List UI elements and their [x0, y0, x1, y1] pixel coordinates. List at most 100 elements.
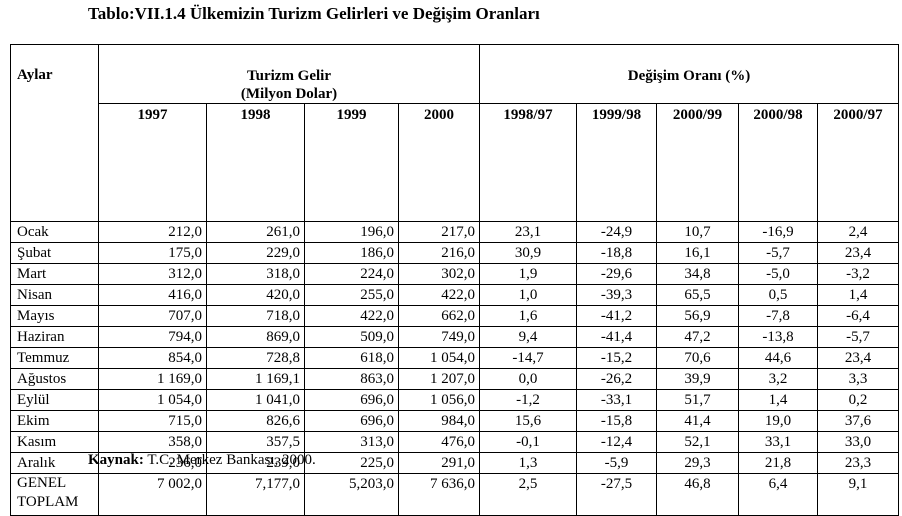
revenue-cell: 313,0	[304, 431, 399, 453]
table-row: Haziran 794,0 869,0 509,0 749,0 9,4 -41,4 47,2-…	[10, 326, 899, 348]
table-row: Ekim 715,0 826,6 696,0 984,0 15,6 -15,8 41,4 19,…	[10, 410, 899, 432]
change-cell: -16,9	[738, 221, 818, 243]
month-cell: Ekim	[10, 410, 99, 432]
revenue-cell: 662,0	[398, 305, 480, 327]
month-cell: Nisan	[10, 284, 99, 306]
change-cell: -33,1	[576, 389, 657, 411]
revenue-cell: 196,0	[304, 221, 399, 243]
change-cell: 1,3	[479, 452, 577, 474]
table-row: Şubat 175,0 229,0 186,0 216,0 30,9 -18,8 16,1 -5…	[10, 242, 899, 264]
change-cell: -14,7	[479, 347, 577, 369]
change-cell: 23,1	[479, 221, 577, 243]
revenue-cell: 728,8	[206, 347, 305, 369]
revenue-cell: 302,0	[398, 263, 480, 285]
change-cell: -29,6	[576, 263, 657, 285]
table-body: Ocak 212,0 261,0 196,0 217,0 23,1 -24,9 10,7 -16…	[10, 221, 899, 516]
table-row: Aralık 236,0 239,0 225,0 291,0 1,3 -5,9 29,3 21,…	[10, 452, 899, 474]
revenue-cell: 212,0	[98, 221, 207, 243]
month-cell: Haziran	[10, 326, 99, 348]
total-change-cell: 6,4	[738, 473, 818, 516]
revenue-cell: 422,0	[398, 284, 480, 306]
change-header: 2000/98	[738, 103, 818, 222]
month-cell: Mayıs	[10, 305, 99, 327]
revenue-cell: 984,0	[398, 410, 480, 432]
year-header: 2000	[398, 103, 480, 222]
table-row: Temmuz 854,0 728,8 618,0 1 054,0 -14,7 -15,2 70…	[10, 347, 899, 369]
month-cell: Şubat	[10, 242, 99, 264]
change-cell: -7,8	[738, 305, 818, 327]
revenue-cell: 1 056,0	[398, 389, 480, 411]
change-cell: 51,7	[656, 389, 739, 411]
change-header: 2000/99	[656, 103, 739, 222]
revenue-cell: 416,0	[98, 284, 207, 306]
change-cell: -24,9	[576, 221, 657, 243]
month-cell: Temmuz	[10, 347, 99, 369]
revenue-cell: 696,0	[304, 389, 399, 411]
change-cell: 23,4	[817, 347, 899, 369]
revenue-cell: 318,0	[206, 263, 305, 285]
change-cell: -1,2	[479, 389, 577, 411]
revenue-cell: 186,0	[304, 242, 399, 264]
source-text: T.C. Merkez Bankası, 2000.	[143, 452, 316, 468]
change-cell: -41,4	[576, 326, 657, 348]
change-cell: 1,6	[479, 305, 577, 327]
change-header: 2000/97	[817, 103, 899, 222]
table-row: Mart 312,0 318,0 224,0 302,0 1,9 -29,6 34,8 -5,0…	[10, 263, 899, 285]
change-cell: 33,0	[817, 431, 899, 453]
total-change-cell: 46,8	[656, 473, 739, 516]
change-cell: -41,2	[576, 305, 657, 327]
change-cell: 47,2	[656, 326, 739, 348]
revenue-cell: 749,0	[398, 326, 480, 348]
revenue-cell: 869,0	[206, 326, 305, 348]
change-cell: 9,4	[479, 326, 577, 348]
total-change-cell: 2,5	[479, 473, 577, 516]
total-revenue-cell: 7 002,0	[98, 473, 207, 516]
revenue-cell: 826,6	[206, 410, 305, 432]
change-cell: 0,0	[479, 368, 577, 390]
change-cell: 1,4	[817, 284, 899, 306]
change-cell: 1,4	[738, 389, 818, 411]
month-cell: Mart	[10, 263, 99, 285]
revenue-group-header: Turizm Gelir (Milyon Dolar)	[98, 44, 480, 104]
revenue-cell: 175,0	[98, 242, 207, 264]
change-cell: 41,4	[656, 410, 739, 432]
change-header: 1998/97	[479, 103, 577, 222]
total-row: GENEL TOPLAM 7 002,0 7,177,0 5,203,0 7 636,0 2…	[10, 473, 899, 516]
change-group-header: Değişim Oranı (%)	[479, 44, 899, 104]
change-cell: 23,4	[817, 242, 899, 264]
revenue-cell: 357,5	[206, 431, 305, 453]
revenue-cell: 715,0	[98, 410, 207, 432]
revenue-group-unit: (Milyon Dolar)	[240, 86, 338, 102]
revenue-cell: 509,0	[304, 326, 399, 348]
revenue-cell: 863,0	[304, 368, 399, 390]
change-header: 1999/98	[576, 103, 657, 222]
change-cell: 44,6	[738, 347, 818, 369]
change-cell: 56,9	[656, 305, 739, 327]
total-revenue-cell: 5,203,0	[304, 473, 399, 516]
month-cell: Ocak	[10, 221, 99, 243]
year-header: 1998	[206, 103, 305, 222]
total-revenue-cell: 7 636,0	[398, 473, 480, 516]
total-revenue-cell: 7,177,0	[206, 473, 305, 516]
change-cell: 2,4	[817, 221, 899, 243]
month-cell: Ağustos	[10, 368, 99, 390]
revenue-cell: 718,0	[206, 305, 305, 327]
change-cell: 0,2	[817, 389, 899, 411]
revenue-cell: 422,0	[304, 305, 399, 327]
change-cell: -5,9	[576, 452, 657, 474]
change-cell: 30,9	[479, 242, 577, 264]
table-title: Tablo:VII.1.4 Ülkemizin Turizm Gelirleri…	[88, 4, 540, 23]
revenue-cell: 1 054,0	[98, 389, 207, 411]
change-cell: 15,6	[479, 410, 577, 432]
revenue-cell: 854,0	[98, 347, 207, 369]
total-label-line2: TOPLAM	[17, 494, 79, 510]
total-change-cell: -27,5	[576, 473, 657, 516]
change-cell: 29,3	[656, 452, 739, 474]
change-cell: -15,8	[576, 410, 657, 432]
month-cell: Eylül	[10, 389, 99, 411]
source-note: Kaynak: T.C. Merkez Bankası, 2000.	[88, 452, 316, 469]
change-cell: 19,0	[738, 410, 818, 432]
revenue-cell: 229,0	[206, 242, 305, 264]
table-row: Mayıs 707,0 718,0 422,0 662,0 1,6 -41,2 56,9 -7,…	[10, 305, 899, 327]
change-cell: -5,7	[817, 326, 899, 348]
